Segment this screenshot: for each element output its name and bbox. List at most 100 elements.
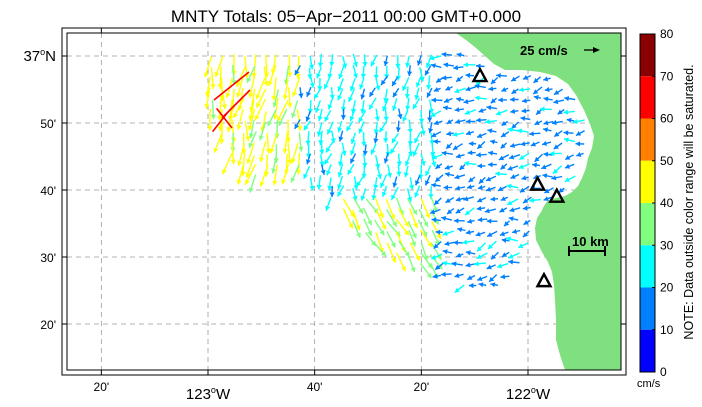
degree-mark: o bbox=[531, 385, 536, 395]
current-vector-head bbox=[316, 184, 322, 190]
current-vector-head bbox=[324, 159, 330, 165]
current-vector bbox=[215, 107, 233, 129]
current-vector-head bbox=[500, 274, 506, 280]
current-vector-head bbox=[361, 141, 367, 147]
current-vector-head bbox=[393, 92, 398, 98]
current-vector-head bbox=[338, 161, 344, 167]
current-vector-head bbox=[443, 62, 449, 68]
colorbar: 80 70 60 50 40 30 20 10 0 bbox=[639, 27, 674, 379]
current-vector-head bbox=[272, 180, 278, 186]
current-vector-head bbox=[433, 120, 439, 126]
current-vector-head bbox=[459, 164, 465, 170]
current-vector-head bbox=[455, 185, 461, 191]
current-vector-head bbox=[498, 186, 504, 191]
current-vector-head bbox=[337, 172, 343, 178]
current-vector-head bbox=[444, 164, 450, 170]
colorbar-segment bbox=[640, 34, 655, 77]
current-vector-head bbox=[454, 273, 460, 278]
current-vector-head bbox=[230, 159, 236, 165]
current-vector-head bbox=[425, 180, 430, 186]
current-vector-head bbox=[518, 243, 524, 248]
current-vector-head bbox=[297, 126, 303, 131]
current-vector-head bbox=[370, 149, 376, 155]
current-vector-head bbox=[426, 92, 432, 98]
current-vector-head bbox=[307, 74, 313, 79]
current-vector-head bbox=[496, 110, 502, 116]
current-vector-head bbox=[233, 112, 238, 118]
current-vector-head bbox=[487, 244, 493, 249]
current-vector-head bbox=[353, 73, 358, 79]
current-vector-head bbox=[490, 98, 496, 104]
current-vector-head bbox=[210, 114, 216, 120]
current-vector-head bbox=[324, 116, 330, 122]
current-vector-head bbox=[558, 187, 564, 193]
current-vector-head bbox=[309, 185, 315, 191]
current-vector-head bbox=[426, 273, 432, 279]
colorbar-unit: cm/s bbox=[637, 378, 661, 390]
current-vector-head bbox=[349, 116, 355, 122]
current-vector-head bbox=[287, 103, 293, 108]
radar-sites bbox=[471, 66, 566, 288]
current-vector-head bbox=[267, 120, 273, 127]
current-vector-head bbox=[414, 137, 419, 143]
current-vector-head bbox=[465, 250, 471, 256]
current-vector-head bbox=[564, 177, 570, 182]
current-vector-head bbox=[519, 155, 525, 160]
current-vector-head bbox=[317, 115, 323, 121]
land-mass bbox=[456, 33, 621, 370]
label-value: 50' bbox=[40, 117, 56, 131]
current-vector-head bbox=[498, 97, 503, 103]
current-vector-head bbox=[509, 154, 515, 160]
graticule bbox=[67, 33, 621, 370]
current-vector-head bbox=[294, 123, 300, 129]
scale-vector: 25 cm/s bbox=[520, 43, 600, 58]
current-vector-head bbox=[412, 151, 418, 157]
current-vector-head bbox=[441, 51, 447, 58]
current-vector-head bbox=[455, 196, 461, 202]
current-vector-head bbox=[204, 103, 210, 109]
current-vector-head bbox=[534, 156, 540, 162]
current-vector-head bbox=[510, 143, 515, 148]
current-vector-head bbox=[506, 236, 512, 242]
current-vector-head bbox=[337, 191, 343, 197]
current-vector-head bbox=[445, 198, 451, 203]
current-vector-head bbox=[246, 77, 252, 83]
current-vector-head bbox=[392, 182, 398, 188]
current-vector-head bbox=[303, 125, 309, 131]
current-vector-head bbox=[431, 161, 437, 167]
colorbar-segment bbox=[640, 245, 655, 288]
current-vector-head bbox=[436, 77, 442, 83]
current-vector-head bbox=[500, 164, 506, 170]
current-vector-head bbox=[325, 205, 331, 211]
current-vector-head bbox=[390, 242, 396, 248]
lon-label: 122oW bbox=[506, 385, 551, 403]
current-vector-head bbox=[248, 187, 254, 193]
current-vector-head bbox=[269, 148, 275, 154]
current-vector-head bbox=[442, 249, 448, 255]
colorbar-tick-label: 70 bbox=[660, 69, 674, 83]
current-vector-head bbox=[523, 75, 529, 80]
current-vector-head bbox=[541, 164, 547, 170]
current-vector-head bbox=[349, 212, 355, 218]
scale-vector-label: 25 cm/s bbox=[520, 43, 568, 58]
current-vector-head bbox=[474, 261, 479, 267]
current-vector-head bbox=[444, 241, 450, 246]
current-vector-head bbox=[430, 209, 436, 215]
current-vector-head bbox=[522, 98, 527, 104]
current-vector-head bbox=[452, 131, 458, 137]
site-marker-icon bbox=[529, 175, 547, 191]
scale-vector-arrowhead bbox=[593, 47, 600, 53]
current-vector-head bbox=[497, 263, 503, 269]
current-vector-head bbox=[453, 65, 459, 71]
current-vector-head bbox=[500, 196, 506, 201]
current-vector-head bbox=[442, 260, 448, 266]
colorbar-segment bbox=[640, 203, 655, 246]
current-vector-head bbox=[572, 119, 578, 125]
current-vector-head bbox=[477, 143, 483, 149]
current-vector-head bbox=[314, 93, 319, 99]
current-vector-head bbox=[433, 139, 438, 145]
current-vector-head bbox=[207, 126, 213, 131]
current-vector-head bbox=[353, 61, 358, 67]
current-vector-head bbox=[543, 196, 549, 201]
current-vector-head bbox=[428, 108, 434, 114]
